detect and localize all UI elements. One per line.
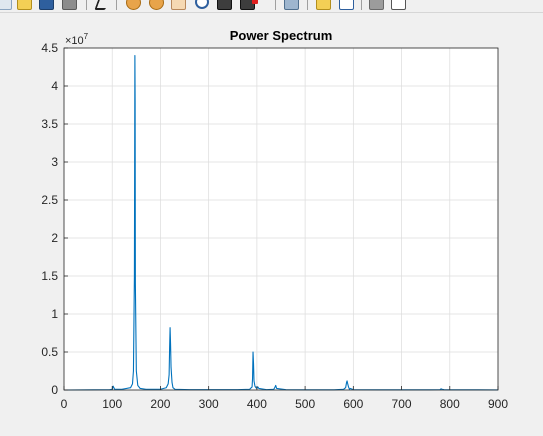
plot-area[interactable] xyxy=(64,48,498,390)
exponent-power: 7 xyxy=(84,32,89,41)
toolbar-separator xyxy=(116,0,117,10)
x-tick-label: 900 xyxy=(488,397,508,411)
toolbar-separator xyxy=(307,0,308,10)
link-plot-icon[interactable] xyxy=(252,0,258,4)
power-spectrum-chart: 0 100 200 300 400 500 600 700 800 900 0 0.5 1 1.5 2 2.… xyxy=(0,13,543,431)
y-tick-label: 2 xyxy=(51,231,58,245)
toolbar-separator xyxy=(86,0,87,10)
y-tick-label: 1 xyxy=(51,307,58,321)
figure-toolbar xyxy=(0,0,543,13)
x-tick-label: 600 xyxy=(343,397,363,411)
y-tick-label: 4 xyxy=(51,79,58,93)
toolbar-separator xyxy=(275,0,276,10)
y-tick-label: 3.5 xyxy=(41,117,58,131)
edit-plot-arrow-icon[interactable] xyxy=(94,0,110,10)
zoom-in-icon[interactable] xyxy=(126,0,141,10)
pan-hand-icon[interactable] xyxy=(171,0,186,10)
x-tick-label: 0 xyxy=(61,397,68,411)
new-figure-icon[interactable] xyxy=(0,0,12,10)
y-tick-label: 3 xyxy=(51,155,58,169)
data-cursor-icon[interactable] xyxy=(217,0,232,10)
x-tick-label: 400 xyxy=(247,397,267,411)
rotate-3d-icon[interactable] xyxy=(195,0,209,9)
zoom-out-icon[interactable] xyxy=(149,0,164,10)
x-tick-label: 100 xyxy=(102,397,122,411)
show-plot-tools-icon[interactable] xyxy=(369,0,384,10)
print-icon[interactable] xyxy=(62,0,77,10)
figure-canvas: 0 100 200 300 400 500 600 700 800 900 0 0.5 1 1.5 2 2.… xyxy=(0,13,543,431)
y-tick-label: 2.5 xyxy=(41,193,58,207)
open-file-icon[interactable] xyxy=(17,0,32,10)
y-exponent-label: ×107 xyxy=(65,32,89,47)
hide-plot-tools-icon[interactable] xyxy=(339,0,354,10)
y-tick-label: 4.5 xyxy=(41,41,58,55)
dock-figure-icon[interactable] xyxy=(391,0,406,10)
x-tick-label: 500 xyxy=(295,397,315,411)
x-tick-label: 200 xyxy=(150,397,170,411)
insert-legend-icon[interactable] xyxy=(316,0,331,10)
x-tick-label: 700 xyxy=(392,397,412,411)
toolbar-separator xyxy=(361,0,362,10)
exponent-base: ×10 xyxy=(65,35,84,47)
y-tick-label: 1.5 xyxy=(41,269,58,283)
x-tick-label: 300 xyxy=(199,397,219,411)
y-tick-label: 0 xyxy=(51,383,58,397)
insert-colorbar-icon[interactable] xyxy=(284,0,299,10)
save-icon[interactable] xyxy=(39,0,54,10)
x-tick-label: 800 xyxy=(440,397,460,411)
chart-title: Power Spectrum xyxy=(230,28,333,43)
y-tick-label: 0.5 xyxy=(41,345,58,359)
